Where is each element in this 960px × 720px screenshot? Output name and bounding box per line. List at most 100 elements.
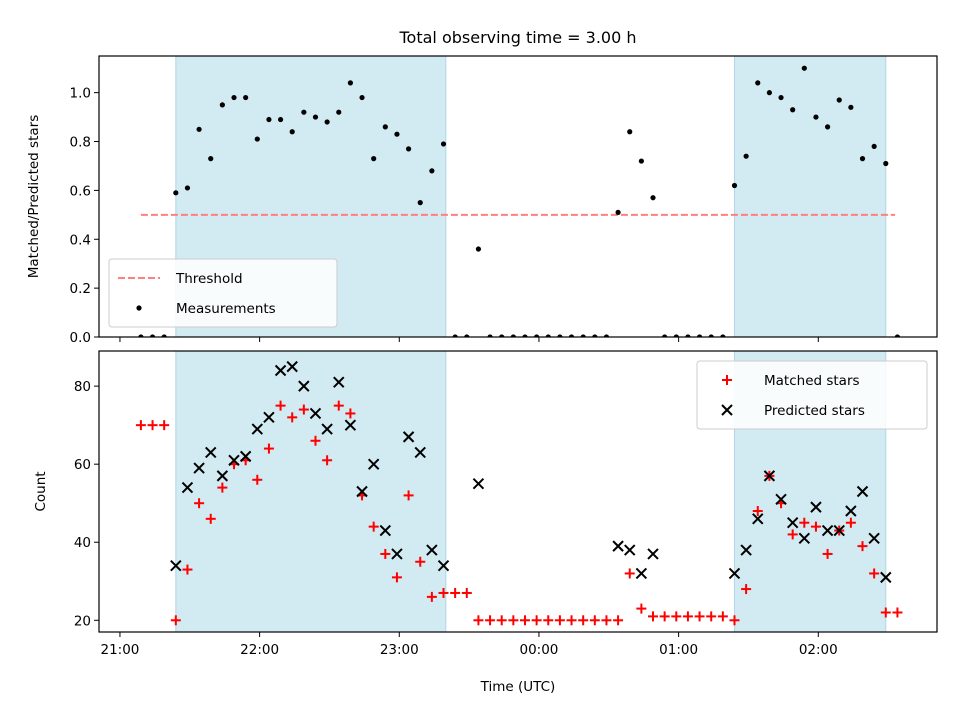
matched-star-point	[741, 584, 752, 595]
legend-label: Predicted stars	[764, 403, 865, 419]
predicted-star-point	[821, 524, 834, 537]
measurement-point	[743, 153, 749, 159]
measurement-point	[266, 116, 272, 123]
predicted-star-point	[181, 481, 194, 494]
matched-star-point	[892, 607, 903, 618]
matched-star-point	[298, 404, 309, 415]
measurement-point	[429, 168, 435, 174]
predicted-star-stroke	[763, 470, 776, 482]
chart-title: Total observing time = 3.00 h	[398, 28, 636, 47]
data-points-group	[138, 65, 901, 337]
predicted-star-stroke	[379, 524, 392, 537]
measurement-point	[487, 334, 493, 337]
measurement-point	[545, 334, 551, 337]
matched-star-point	[810, 521, 821, 532]
predicted-star-stroke	[344, 419, 357, 431]
predicted-star-point	[763, 470, 776, 482]
measurement-point	[173, 190, 179, 196]
y-tick-label: 60	[74, 457, 91, 473]
y-tick-label: 0.4	[70, 232, 91, 248]
bottom-panel-counts: 20 40 60 80 21:00 22:00 23:00 00:00 01:00 02:00 Co…	[33, 350, 938, 658]
predicted-star-point	[367, 458, 380, 470]
predicted-star-stroke	[309, 407, 322, 420]
observing-window-shade	[734, 56, 886, 337]
matched-star-point	[333, 400, 344, 411]
predicted-star-point	[309, 407, 322, 420]
matched-star-point	[252, 474, 263, 485]
predicted-star-stroke	[426, 544, 438, 556]
predicted-star-point	[845, 505, 857, 517]
predicted-star-point	[228, 454, 240, 466]
matched-star-point	[485, 615, 496, 626]
matched-star-point	[438, 587, 449, 598]
y-tick-label: 0.6	[70, 183, 91, 199]
top-panel-ratio: 0.0 0.2 0.4 0.6 0.8 1.0 Matched/Predicted star…	[26, 55, 938, 346]
predicted-star-stroke	[402, 431, 415, 443]
matched-star-point	[147, 420, 158, 431]
predicted-star-point	[298, 380, 310, 392]
measurement-point	[219, 102, 225, 108]
matched-star-point	[205, 513, 216, 524]
matched-star-point	[787, 529, 798, 540]
predicted-star-stroke	[205, 446, 217, 459]
matched-star-point	[578, 615, 589, 626]
x-axis-label: Time (UTC)	[480, 679, 556, 695]
x-tick-label: 01:00	[659, 642, 698, 658]
predicted-star-point	[752, 513, 764, 525]
measurement-point	[161, 334, 167, 337]
measurement-point	[336, 109, 342, 115]
matched-star-point	[182, 564, 193, 575]
measurement-point	[813, 114, 819, 120]
predicted-star-point	[205, 446, 217, 459]
measurement-point	[627, 129, 633, 135]
matched-star-point	[287, 412, 298, 423]
measurement-point	[243, 94, 249, 101]
predicted-star-stroke	[170, 559, 182, 572]
measurement-point	[580, 334, 586, 337]
matched-star-point	[310, 435, 321, 446]
predicted-star-point	[391, 548, 403, 560]
matched-star-point	[531, 615, 542, 626]
matched-star-point	[554, 615, 565, 626]
predicted-star-stroke	[391, 548, 403, 560]
measurement-point	[731, 182, 738, 189]
predicted-star-point	[740, 544, 752, 556]
predicted-star-stroke	[216, 470, 229, 482]
axes-frame	[98, 350, 938, 633]
predicted-star-stroke	[798, 532, 811, 545]
measurement-point	[417, 200, 423, 206]
measurement-point	[394, 131, 400, 137]
y-tick-label: 1.0	[70, 86, 91, 102]
predicted-star-stroke	[228, 454, 240, 466]
measurement-point	[778, 94, 784, 101]
matched-star-point	[613, 615, 624, 626]
predicted-star-stroke	[775, 493, 787, 506]
measurement-point	[231, 94, 237, 101]
predicted-star-stroke	[437, 559, 450, 572]
predicted-star-point	[216, 470, 229, 482]
matched-star-point	[717, 611, 728, 622]
x-tick-label: 22:00	[240, 642, 279, 658]
matched-star-point	[566, 615, 577, 626]
measurement-point	[790, 107, 796, 113]
matched-star-point	[275, 400, 286, 411]
measurement-point	[568, 334, 575, 337]
predicted-star-stroke	[181, 481, 194, 494]
predicted-star-point	[356, 485, 368, 498]
matched-star-point	[415, 556, 426, 567]
matched-star-point	[135, 420, 146, 431]
predicted-star-stroke	[868, 532, 880, 545]
matched-star-point	[869, 568, 880, 579]
predicted-star-point	[170, 559, 182, 572]
measurement-point	[557, 334, 563, 337]
measurement-point	[347, 80, 353, 86]
predicted-star-point	[833, 524, 845, 537]
predicted-star-stroke	[472, 477, 485, 490]
x-tick-label: 02:00	[799, 642, 838, 658]
matched-star-point	[194, 498, 205, 509]
matched-star-point	[403, 490, 414, 501]
matched-star-point	[682, 611, 693, 622]
matched-star-point	[659, 611, 670, 622]
predicted-star-point	[333, 376, 345, 388]
predicted-star-point	[472, 477, 485, 490]
